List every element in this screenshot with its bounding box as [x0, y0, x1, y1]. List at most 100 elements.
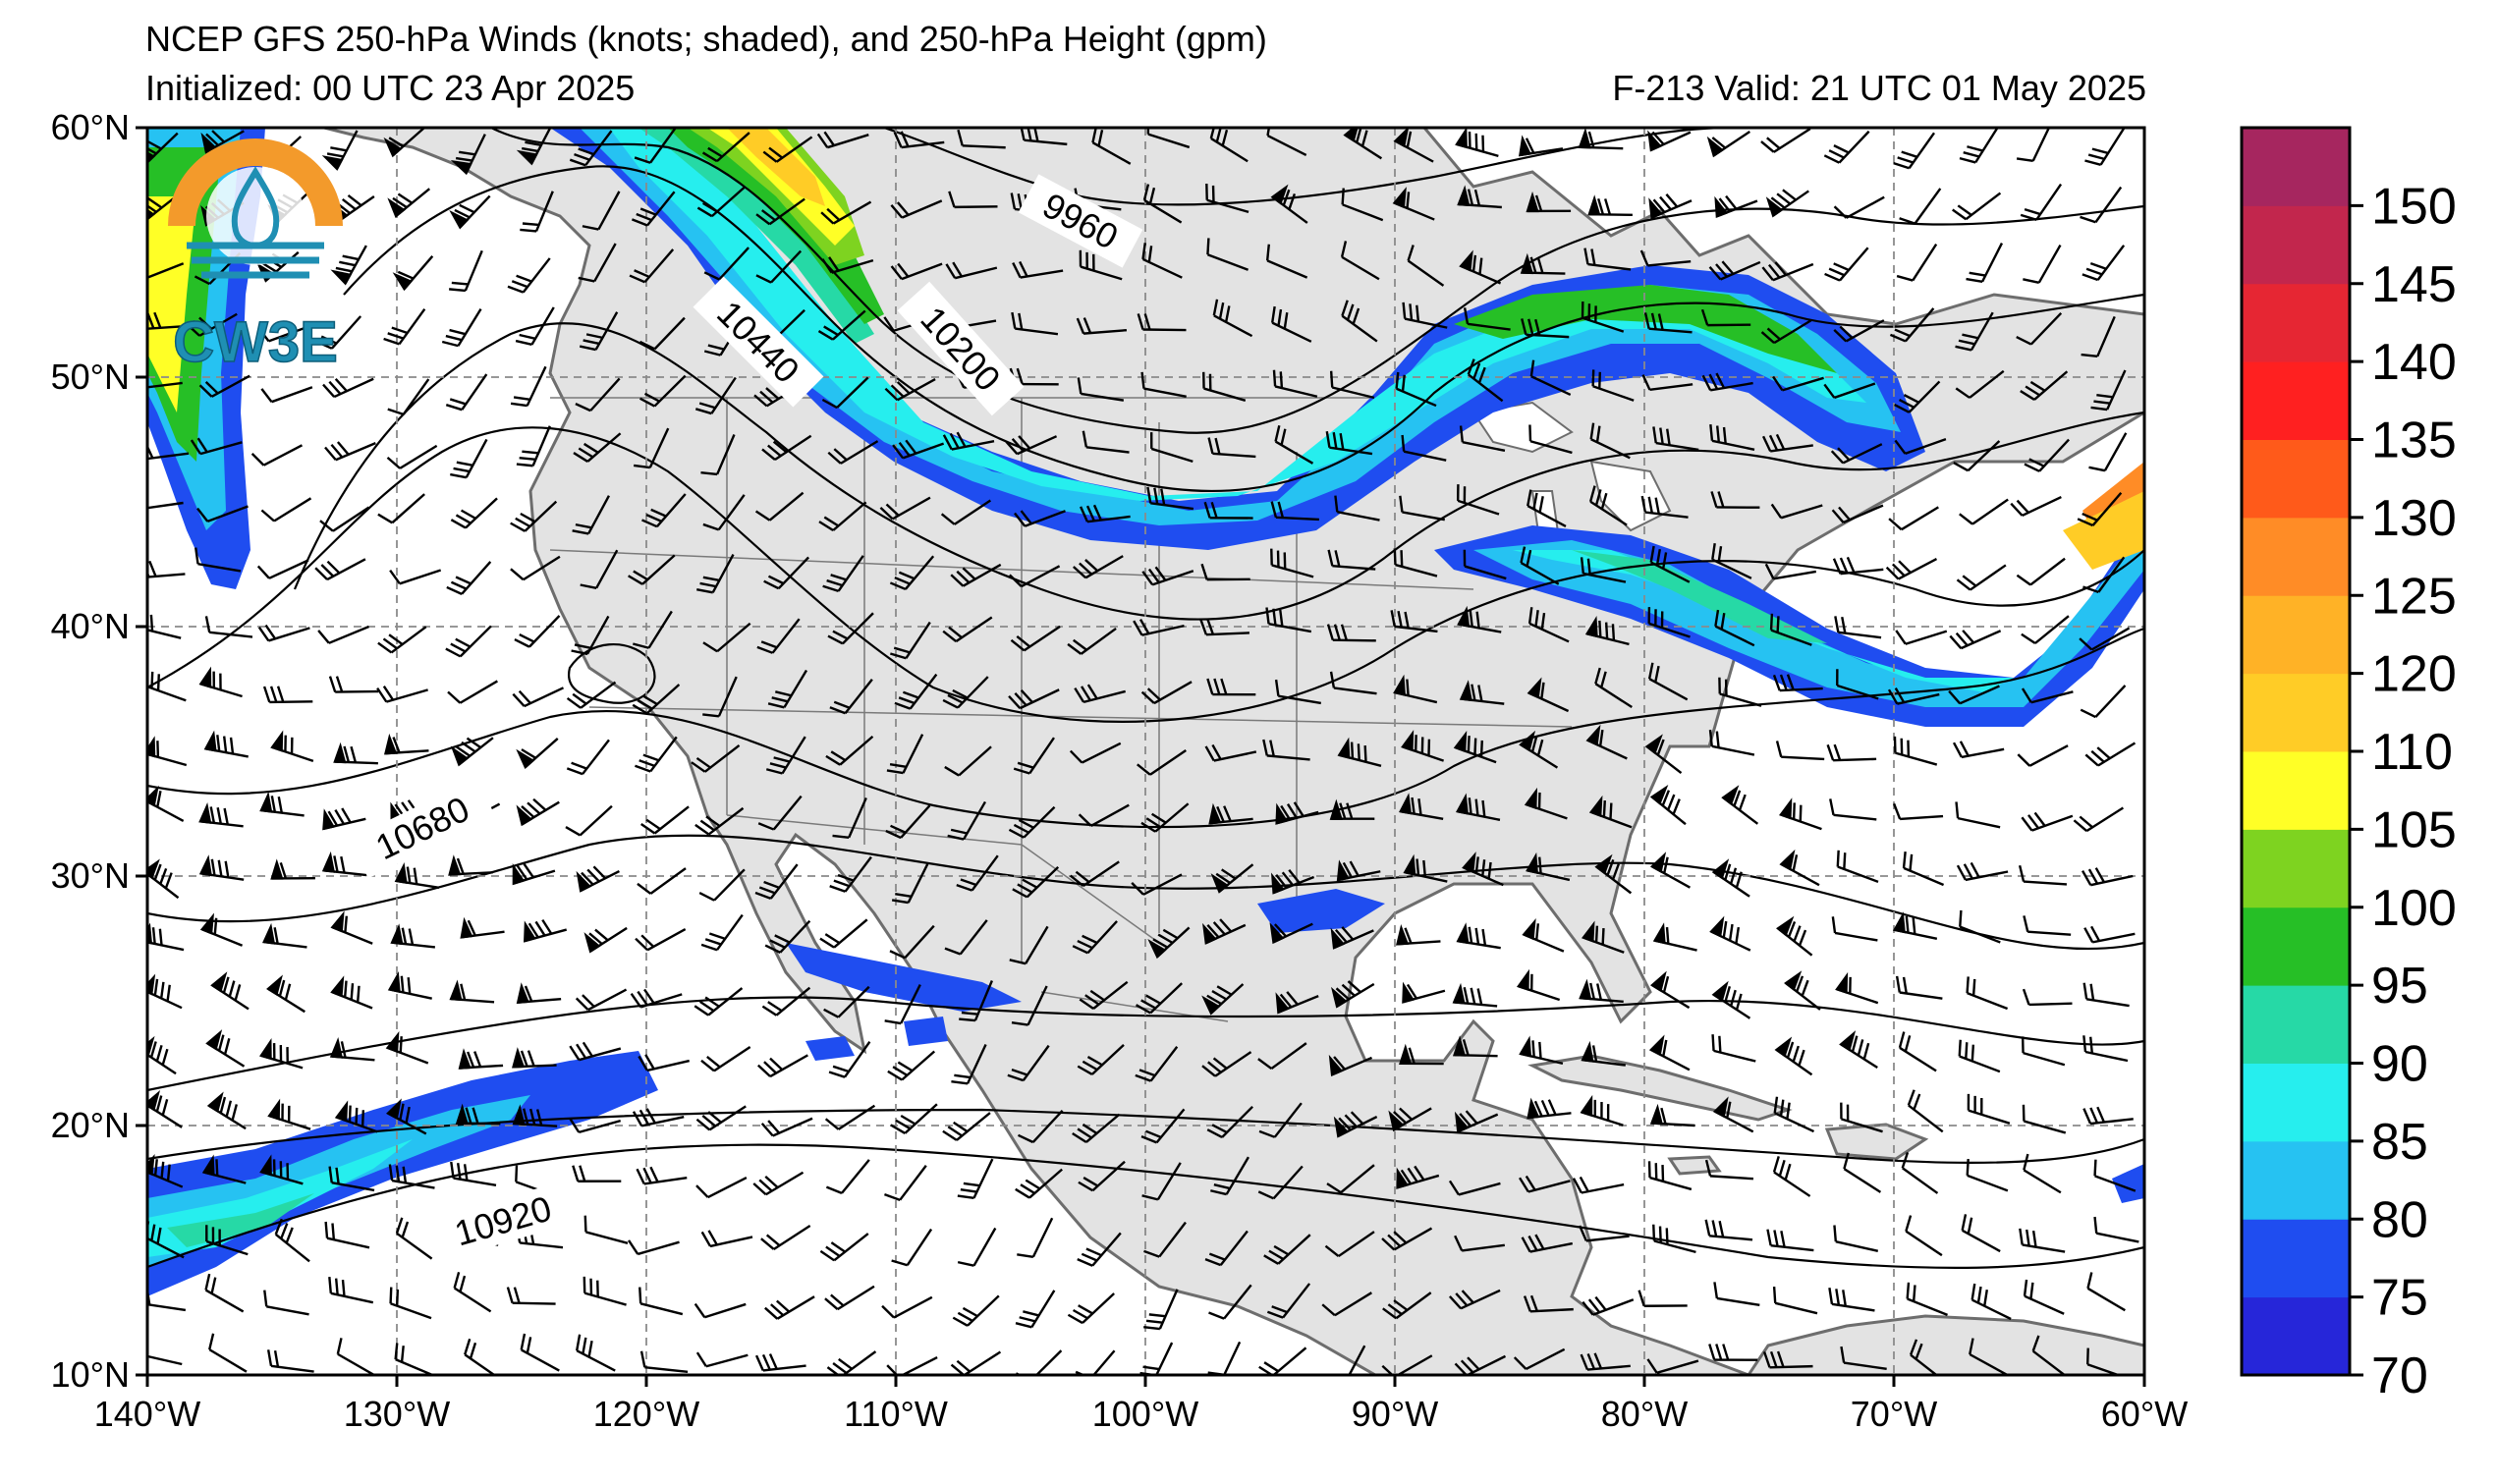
wind-barb: [754, 863, 799, 901]
wind-barb: [1202, 918, 1247, 945]
wind-barb: [2084, 128, 2126, 166]
wind-barb: [1895, 630, 1948, 645]
wind-barb: [204, 616, 253, 638]
wind-barb: [1381, 1354, 1433, 1375]
wind-barb: [1516, 968, 1561, 1002]
wind-barb: [1013, 737, 1055, 775]
wind-barb: [1327, 549, 1376, 571]
wind-barb: [512, 862, 556, 886]
wind-barb: [827, 612, 874, 645]
wind-barb: [1712, 1096, 1754, 1133]
wind-barb: [1520, 546, 1560, 585]
wind-barb: [516, 425, 551, 467]
wind-barb: [1760, 128, 1811, 153]
wind-barbs: [147, 128, 2139, 1375]
wind-barb: [147, 371, 183, 390]
wind-barb: [1772, 1156, 1811, 1197]
wind-barb: [957, 1158, 994, 1200]
wind-barb: [336, 1338, 376, 1375]
wind-barb: [446, 561, 492, 595]
wind-barb: [816, 131, 869, 149]
wind-barb: [576, 865, 620, 893]
wind-barb: [270, 730, 314, 763]
wind-barb: [2016, 557, 2066, 586]
wind-barb: [1959, 498, 2009, 525]
wind-barb: [1082, 430, 1130, 454]
wind-barb: [821, 376, 869, 410]
wind-barb: [1015, 1290, 1056, 1329]
lon-label-110w: 110°W: [844, 1394, 948, 1434]
wind-barb: [516, 738, 559, 770]
wind-barb: [702, 622, 751, 653]
wind-barb: [1579, 1225, 1630, 1242]
wind-barb: [1648, 1034, 1691, 1072]
wind-barb: [757, 795, 803, 831]
wind-barb: [2093, 1159, 2137, 1192]
wind-barb: [1764, 563, 1816, 580]
wind-barb: [761, 434, 812, 462]
wind-barb: [386, 444, 438, 469]
wind-barb: [1955, 369, 2005, 399]
wind-barb: [1212, 299, 1253, 338]
wind-barb: [1206, 678, 1256, 696]
wind-barb: [569, 130, 613, 167]
wind-barb: [1959, 909, 2001, 944]
wind-barb: [1067, 1292, 1115, 1325]
wind-barb: [754, 1353, 806, 1372]
wind-barb: [825, 735, 874, 766]
wind-barb: [1652, 1224, 1696, 1254]
wind-barb: [1402, 302, 1448, 329]
wind-barb: [147, 132, 179, 166]
wind-barb: [1263, 1234, 1311, 1265]
wind-barb: [2073, 806, 2125, 833]
wind-barb: [1456, 922, 1501, 950]
wind-barb: [1581, 301, 1625, 333]
wind-barb: [1012, 865, 1060, 899]
wind-barb: [1831, 504, 1884, 524]
wind-barb: [1453, 730, 1497, 764]
wind-barb: [1142, 184, 1183, 224]
lon-label-130w: 130°W: [344, 1394, 450, 1434]
wind-barb: [2082, 556, 2126, 594]
wind-barb: [316, 315, 362, 350]
wind-barb: [1710, 491, 1760, 509]
wind-barb: [1519, 135, 1564, 157]
wind-barb: [1396, 1165, 1440, 1189]
wind-barb: [1265, 244, 1308, 279]
wind-barb: [1149, 432, 1193, 464]
lat-label-20n: 20°N: [51, 1105, 130, 1145]
wind-barb: [951, 1043, 987, 1085]
wind-barb: [1647, 662, 1689, 701]
wind-barb: [1329, 671, 1377, 695]
wind-barb: [1072, 1113, 1121, 1143]
wind-barb: [453, 1271, 492, 1313]
wind-barb: [1701, 372, 1753, 392]
wind-barb: [328, 1277, 374, 1304]
wind-barb: [395, 1217, 433, 1260]
wind-barb: [1201, 1051, 1252, 1077]
wind-barb: [583, 926, 628, 954]
wind-barb: [1275, 801, 1319, 825]
wind-barb: [322, 807, 366, 831]
lon-label-120w: 120°W: [593, 1394, 699, 1434]
wind-barb: [330, 975, 373, 1010]
wind-barb: [2021, 811, 2074, 832]
wind-barb: [1266, 1283, 1311, 1319]
wind-barb: [1776, 915, 1813, 957]
wind-barb: [1901, 1151, 1939, 1194]
wind-barb: [441, 308, 482, 348]
wind-barb: [516, 128, 553, 166]
wind-barb: [1204, 1230, 1249, 1267]
wind-barb: [445, 373, 488, 412]
wind-barb: [390, 923, 436, 949]
wind-barb: [328, 676, 379, 693]
wind-barb: [1772, 1287, 1818, 1315]
wind-barb: [203, 730, 249, 758]
wind-barb: [1528, 424, 1573, 455]
wind-barb: [1080, 504, 1131, 523]
wind-barb: [823, 985, 870, 1018]
wind-barb: [1824, 247, 1869, 282]
wind-barb: [635, 736, 678, 773]
wind-barb: [829, 679, 873, 715]
wind-barb: [1640, 495, 1689, 519]
